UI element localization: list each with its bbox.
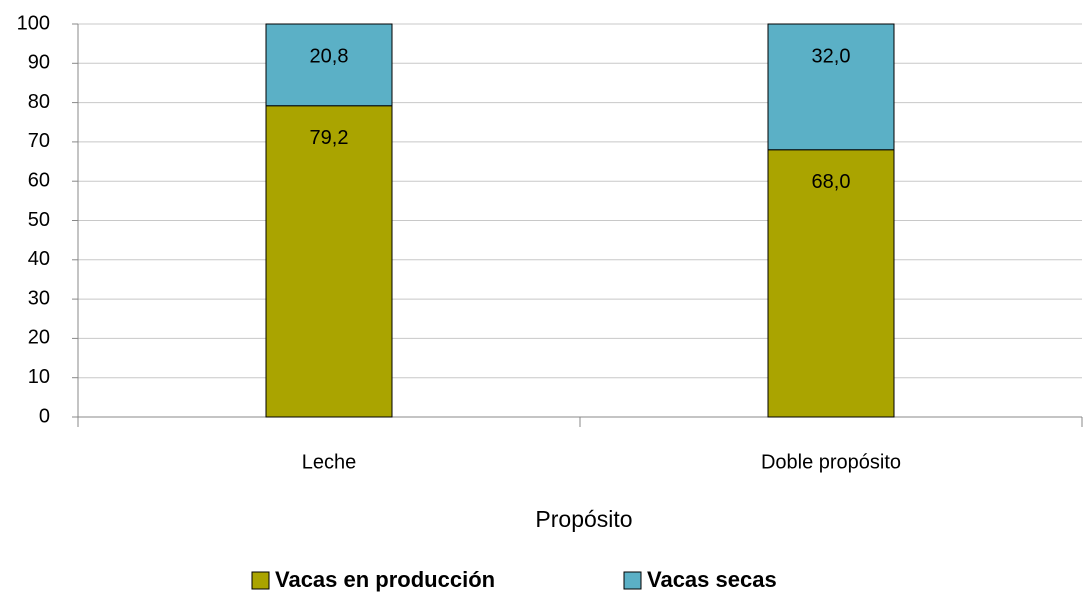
x-axis-title: Propósito: [535, 506, 632, 532]
bar-segment: [767, 23, 895, 151]
data-label: 32,0: [812, 45, 851, 67]
y-tick-label: 40: [28, 248, 50, 270]
x-tick-label: Leche: [302, 451, 357, 473]
y-tick-label: 20: [28, 327, 50, 349]
y-tick-label: 80: [28, 91, 50, 113]
legend-label: Vacas secas: [647, 567, 777, 592]
bar-segment: [265, 105, 393, 418]
data-label: 68,0: [812, 171, 851, 193]
y-tick-label: 70: [28, 130, 50, 152]
data-label: 79,2: [310, 127, 349, 149]
bar-segment: [767, 149, 895, 418]
legend-swatch: [623, 571, 642, 590]
y-tick-label: 60: [28, 169, 50, 191]
y-tick-label: 30: [28, 287, 50, 309]
y-tick-label: 0: [39, 405, 50, 427]
y-tick-label: 50: [28, 209, 50, 231]
legend-swatch: [251, 571, 270, 590]
bar-segment: [265, 23, 393, 107]
y-tick-label: 100: [17, 12, 50, 34]
x-tick-label: Doble propósito: [761, 451, 901, 473]
data-label: 20,8: [310, 45, 349, 67]
y-tick-label: 90: [28, 52, 50, 74]
legend-label: Vacas en producción: [275, 567, 495, 592]
y-tick-label: 10: [28, 366, 50, 388]
